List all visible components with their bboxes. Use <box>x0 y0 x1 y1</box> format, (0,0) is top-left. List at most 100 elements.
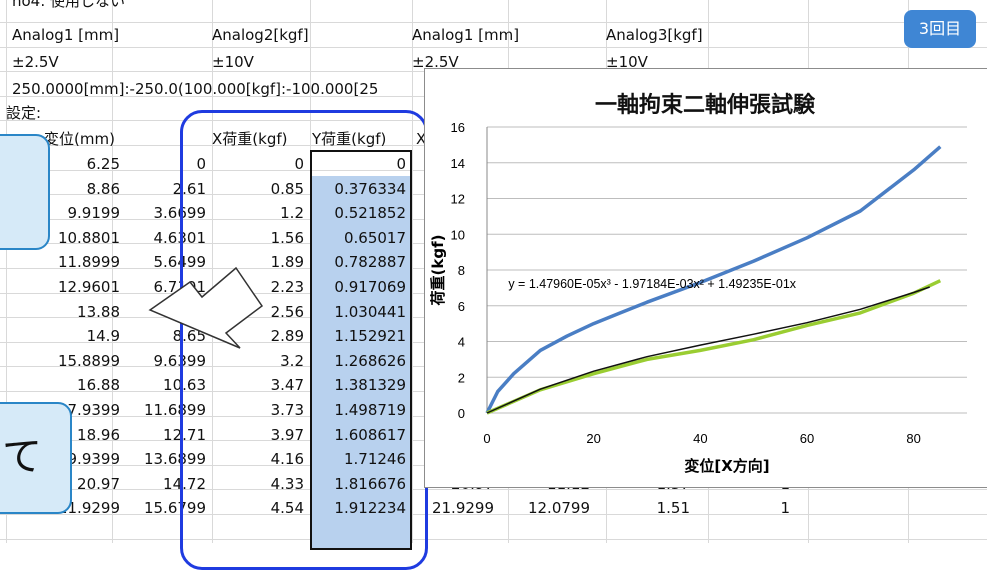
x-tick-label: 60 <box>800 431 814 446</box>
table-cell[interactable]: 15.6799 <box>143 499 206 518</box>
table-cell[interactable]: 1.030441 <box>334 302 406 321</box>
table-cell[interactable]: 2.23 <box>270 278 304 296</box>
settings-label: 設定: <box>6 104 42 122</box>
table-cell[interactable]: 11.6899 <box>143 401 206 419</box>
table-cell[interactable]: 1 <box>780 499 790 518</box>
table-cell[interactable]: 13.6899 <box>143 450 206 469</box>
voltage-range-4: ±10V <box>606 53 648 71</box>
col-header-x-load: X荷重(kgf) <box>212 130 288 148</box>
table-cell[interactable]: 0.917069 <box>334 278 406 296</box>
table-cell[interactable]: 3.97 <box>270 425 304 444</box>
x-tick-label: 0 <box>483 431 490 446</box>
table-cell[interactable]: 3.47 <box>270 376 304 395</box>
header-analog1-mm: Analog1 [mm] <box>12 26 120 44</box>
table-cell[interactable]: 3.6699 <box>153 204 207 223</box>
col-header-y-load: Y荷重(kgf) <box>312 130 387 148</box>
table-cell[interactable]: 1.608617 <box>334 425 406 444</box>
table-cell[interactable]: 16.88 <box>77 376 120 395</box>
table-cell[interactable]: 21.9299 <box>57 499 120 518</box>
callout-box-bottom: て <box>0 402 72 514</box>
table-cell[interactable]: 17.9399 <box>57 401 120 419</box>
table-cell[interactable]: 0.782887 <box>334 253 406 272</box>
table-cell[interactable]: 5.6499 <box>153 253 207 272</box>
table-cell[interactable]: 19.9399 <box>57 450 120 469</box>
x-axis-label: 変位[X方向] <box>684 457 769 475</box>
table-cell[interactable]: 11.8999 <box>57 253 120 272</box>
round-tab[interactable]: 3回目 <box>904 10 976 48</box>
voltage-range-1: ±2.5V <box>12 53 59 71</box>
y-axis-label: 荷重(kgf) <box>429 235 447 306</box>
arrow-icon <box>148 266 264 349</box>
table-cell[interactable]: 4.16 <box>270 450 304 469</box>
table-cell[interactable]: 13.88 <box>77 302 120 321</box>
table-cell[interactable]: 2.89 <box>270 327 304 346</box>
table-cell[interactable]: 3.2 <box>280 351 304 370</box>
table-cell[interactable]: 6.25 <box>86 155 120 173</box>
y-tick-label: 0 <box>458 406 465 421</box>
voltage-range-3: ±2.5V <box>412 53 459 71</box>
cut-top-text: no4: 使用しない <box>12 0 126 10</box>
table-cell[interactable]: 2.56 <box>270 302 304 321</box>
y-tick-label: 12 <box>451 192 465 207</box>
header-analog3-kgf: Analog3[kgf] <box>606 26 703 44</box>
table-cell[interactable]: 12.9601 <box>57 278 120 296</box>
table-cell[interactable]: 0 <box>294 155 304 173</box>
table-cell[interactable]: 1.816676 <box>334 474 406 493</box>
table-cell[interactable]: 18.96 <box>77 425 120 444</box>
y-tick-label: 16 <box>451 120 465 135</box>
x-tick-label: 80 <box>906 431 920 446</box>
table-cell[interactable]: 1.2 <box>280 204 304 223</box>
table-cell[interactable]: 1.381329 <box>334 376 406 395</box>
header-analog2-kgf: Analog2[kgf] <box>212 26 309 44</box>
table-cell[interactable]: 1.152921 <box>334 327 406 346</box>
table-cell[interactable]: 1.71246 <box>343 450 406 469</box>
x-tick-label: 40 <box>693 431 707 446</box>
table-cell[interactable]: 14.72 <box>163 474 206 493</box>
table-cell[interactable]: 1.89 <box>270 253 304 272</box>
table-cell[interactable]: 0.85 <box>270 179 304 198</box>
chart-panel[interactable]: 一軸拘束二軸伸張試験 0 2 4 6 8 10 12 14 16 0 20 40 60 80 変位[X方向]… <box>424 68 987 488</box>
y-tick-label: 14 <box>451 156 465 171</box>
table-cell[interactable]: 10.8801 <box>57 228 120 247</box>
table-cell[interactable]: 4.6301 <box>153 228 207 247</box>
table-cell[interactable]: 0 <box>196 155 206 173</box>
table-cell[interactable]: 4.54 <box>270 499 304 518</box>
table-cell[interactable]: 0.521852 <box>334 204 406 223</box>
voltage-range-2: ±10V <box>212 53 254 71</box>
series-line-1 <box>485 145 942 414</box>
y-tick-label: 6 <box>458 299 465 314</box>
table-cell[interactable]: 21.9299 <box>431 499 494 518</box>
table-cell[interactable]: 1.912234 <box>334 499 406 518</box>
table-cell[interactable]: 8.86 <box>86 179 120 198</box>
table-cell[interactable]: 10.63 <box>163 376 206 395</box>
table-cell[interactable]: 14.9 <box>86 327 120 346</box>
table-cell[interactable]: 4.33 <box>270 474 304 493</box>
callout-box-top <box>0 134 50 250</box>
table-cell[interactable]: 15.8899 <box>57 351 120 370</box>
table-cell[interactable]: 1.56 <box>270 228 304 247</box>
table-cell[interactable]: 1.51 <box>656 499 690 518</box>
trendline-equation: y = 1.47960E-05x³ - 1.97184E-03x² + 1.49… <box>508 277 796 291</box>
table-cell[interactable]: 1.268626 <box>334 351 406 370</box>
table-cell[interactable]: 1.498719 <box>334 401 406 419</box>
y-tick-label: 10 <box>451 227 465 242</box>
table-cell[interactable]: 20.97 <box>77 474 120 493</box>
chart-canvas: 0 2 4 6 8 10 12 14 16 0 20 40 60 80 変位[X方向] 荷重(kgf) y = … <box>429 120 967 475</box>
chart-title: 一軸拘束二軸伸張試験 <box>594 93 815 118</box>
series-line-2 <box>486 279 942 415</box>
table-cell[interactable]: 9.6399 <box>153 351 207 370</box>
table-cell[interactable]: 3.73 <box>270 401 304 419</box>
table-cell[interactable]: 0 <box>396 155 406 173</box>
y-tick-label: 4 <box>458 335 465 350</box>
y-tick-label: 2 <box>458 370 465 385</box>
table-cell[interactable]: 9.9199 <box>67 204 121 223</box>
table-cell[interactable]: 0.65017 <box>343 228 406 247</box>
callout-text-partial: て <box>2 434 42 480</box>
header-analog1-mm-2: Analog1 [mm] <box>412 26 520 44</box>
series-line-3 <box>486 286 930 414</box>
table-cell[interactable]: 0.376334 <box>334 179 406 198</box>
table-cell[interactable]: 12.0799 <box>527 499 590 518</box>
col-header-x-cut: X <box>416 130 427 148</box>
table-cell[interactable]: 12.71 <box>163 425 206 444</box>
y-tick-label: 8 <box>458 263 465 278</box>
